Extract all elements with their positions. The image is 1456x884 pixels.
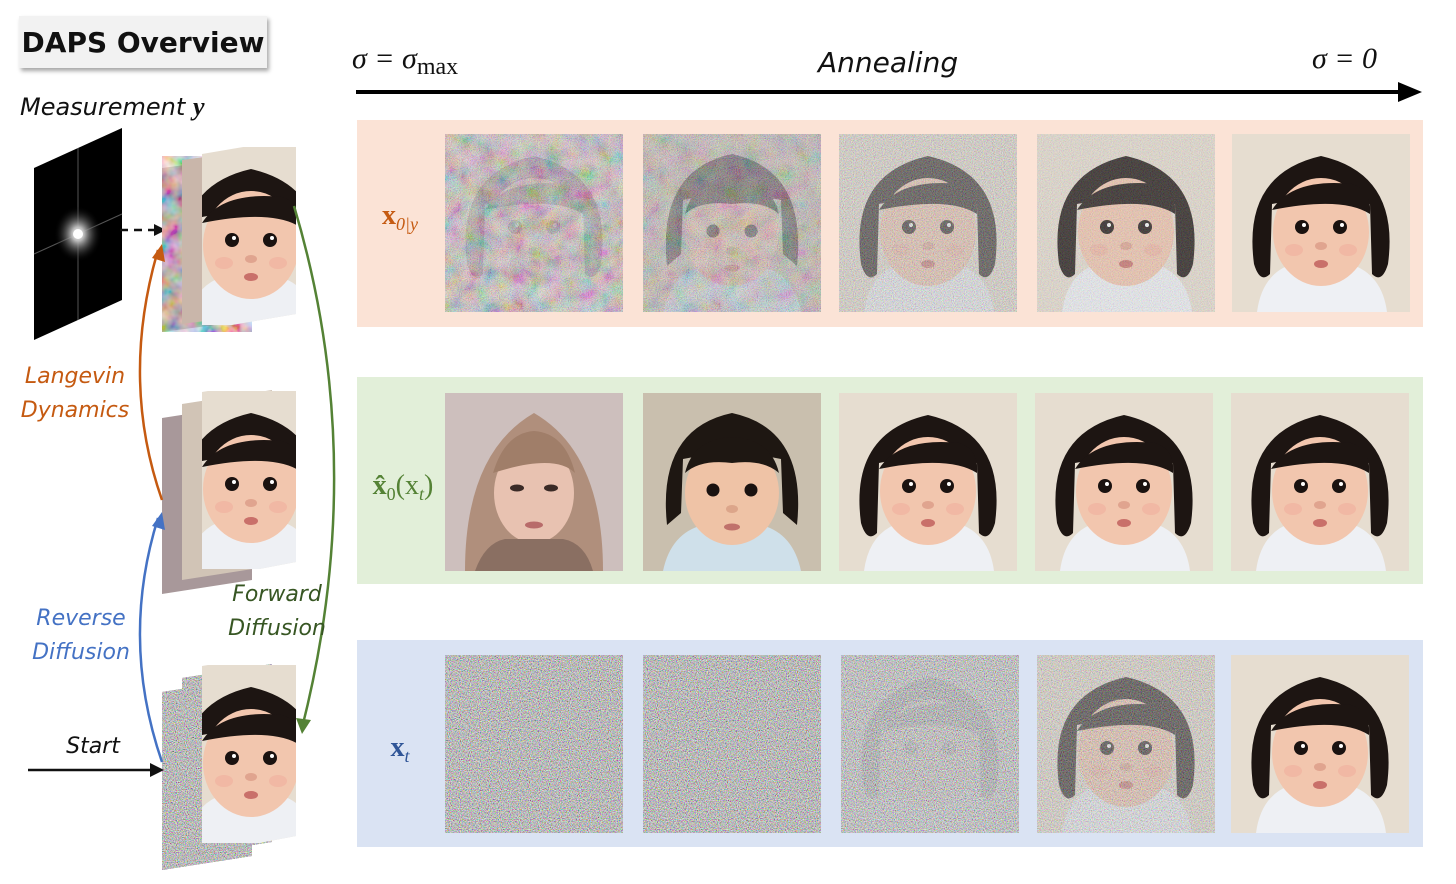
row-label-x0y: x0|y [382, 200, 418, 234]
x0y-image-2 [643, 134, 821, 312]
x0y-image-4 [1037, 134, 1215, 312]
xt-image-5 [1231, 655, 1409, 833]
xt-image-2 [643, 655, 821, 833]
annealing-label: Annealing [818, 46, 959, 79]
xt-image-4 [1037, 655, 1215, 833]
x0hat-image-5 [1231, 393, 1409, 571]
xt-image-1 [445, 655, 623, 833]
x0hat-image-2 [643, 393, 821, 571]
x0y-image-5 [1232, 134, 1410, 312]
stack-top [160, 138, 300, 334]
diagram-title: DAPS Overview [19, 16, 267, 68]
reverse-diffusion-arrow [138, 517, 164, 763]
sigma-max-label: σ = σmax [352, 42, 459, 80]
x0hat-image-4 [1035, 393, 1213, 571]
forward-diffusion-label: Forward Diffusion [228, 582, 326, 641]
measurement-dashed-arrow [120, 224, 166, 236]
x0hat-image-1 [445, 393, 623, 571]
reverse-diffusion-label: Reverse Diffusion [32, 606, 130, 665]
row-label-xt: xt [390, 732, 410, 766]
measurement-label: Measurement y [20, 92, 205, 121]
sigma-zero-label: σ = 0 [1312, 42, 1378, 75]
measurement-symbol: y [192, 92, 205, 121]
langevin-arrow [138, 249, 164, 501]
start-label: Start [66, 734, 120, 759]
langevin-label: Langevin Dynamics [20, 364, 130, 423]
x0hat-image-3 [839, 393, 1017, 571]
x0y-image-3 [839, 134, 1017, 312]
annealing-arrow [356, 82, 1422, 102]
stack-bottom [160, 650, 300, 872]
left-flow-arrows [28, 205, 336, 777]
stack-middle [160, 376, 300, 596]
forward-diffusion-arrow [292, 205, 336, 729]
x0y-image-1 [445, 134, 623, 312]
measurement-image [33, 128, 123, 340]
xt-image-3 [841, 655, 1019, 833]
row-label-x0hat: x̂0(xt) [372, 470, 434, 504]
